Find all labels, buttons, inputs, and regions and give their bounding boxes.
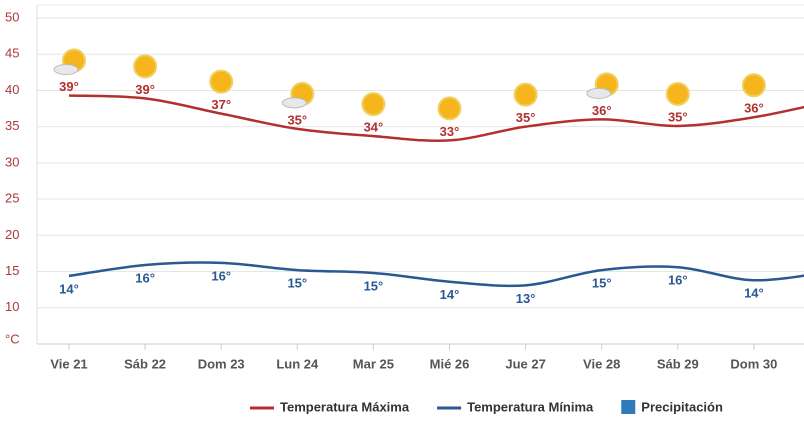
series-line bbox=[68, 261, 804, 288]
y-tick-label: 30 bbox=[5, 154, 19, 169]
cloud-icon bbox=[281, 97, 307, 109]
sun-icon bbox=[665, 81, 690, 106]
data-label: 36° bbox=[744, 101, 764, 116]
y-tick-label: 35 bbox=[5, 118, 19, 133]
y-tick-label: 20 bbox=[5, 227, 19, 242]
data-label: 15° bbox=[364, 278, 384, 293]
data-label: 36° bbox=[592, 103, 612, 118]
legend-label: Precipitación bbox=[641, 399, 723, 414]
y-tick-label: 50 bbox=[5, 9, 19, 24]
data-label: 37° bbox=[211, 97, 231, 112]
x-tick-label: Lun 24 bbox=[276, 356, 319, 371]
y-tick-label: 25 bbox=[5, 191, 19, 206]
x-tick-label: Jue 27 bbox=[505, 356, 545, 371]
y-tick-label: °C bbox=[5, 331, 20, 346]
legend-label: Temperatura Mínima bbox=[467, 399, 594, 414]
data-label: 16° bbox=[668, 273, 688, 288]
x-tick-label: Dom 30 bbox=[730, 356, 777, 371]
sun-icon bbox=[209, 69, 234, 94]
y-tick-label: 40 bbox=[5, 82, 19, 97]
x-tick-label: Sáb 29 bbox=[657, 356, 699, 371]
y-tick-label: 45 bbox=[5, 46, 19, 61]
cloud-icon bbox=[53, 64, 79, 76]
sun-icon bbox=[437, 96, 462, 121]
data-label: 39° bbox=[135, 82, 155, 97]
sun-icon bbox=[133, 54, 158, 79]
x-tick-label: Mié 26 bbox=[430, 356, 470, 371]
y-tick-label: 10 bbox=[5, 299, 19, 314]
legend-label: Temperatura Máxima bbox=[280, 399, 410, 414]
x-tick-label: Mar 25 bbox=[353, 356, 394, 371]
data-label: 35° bbox=[516, 110, 536, 125]
x-tick-label: Vie 21 bbox=[50, 356, 87, 371]
sun-icon bbox=[741, 73, 766, 98]
data-label: 39° bbox=[59, 79, 79, 94]
data-label: 15° bbox=[287, 276, 307, 291]
data-label: 14° bbox=[59, 281, 79, 296]
cloud-icon bbox=[586, 87, 612, 99]
data-label: 13° bbox=[516, 291, 536, 306]
x-tick-label: Sáb 22 bbox=[124, 356, 166, 371]
data-label: 35° bbox=[287, 112, 307, 127]
x-tick-label: Vie 28 bbox=[583, 356, 620, 371]
series-line bbox=[68, 94, 804, 143]
data-label: 33° bbox=[440, 124, 460, 139]
x-tick-label: Dom 23 bbox=[198, 356, 245, 371]
data-label: 14° bbox=[744, 286, 764, 301]
data-label: 16° bbox=[135, 270, 155, 285]
sun-icon bbox=[361, 92, 386, 117]
sun-icon bbox=[513, 82, 538, 107]
data-label: 14° bbox=[440, 287, 460, 302]
data-label: 15° bbox=[592, 276, 612, 291]
data-label: 16° bbox=[211, 268, 231, 283]
y-tick-label: 15 bbox=[5, 263, 19, 278]
data-label: 34° bbox=[364, 120, 384, 135]
data-label: 35° bbox=[668, 109, 688, 124]
plot-area bbox=[68, 94, 804, 288]
legend-swatch bbox=[621, 400, 636, 414]
